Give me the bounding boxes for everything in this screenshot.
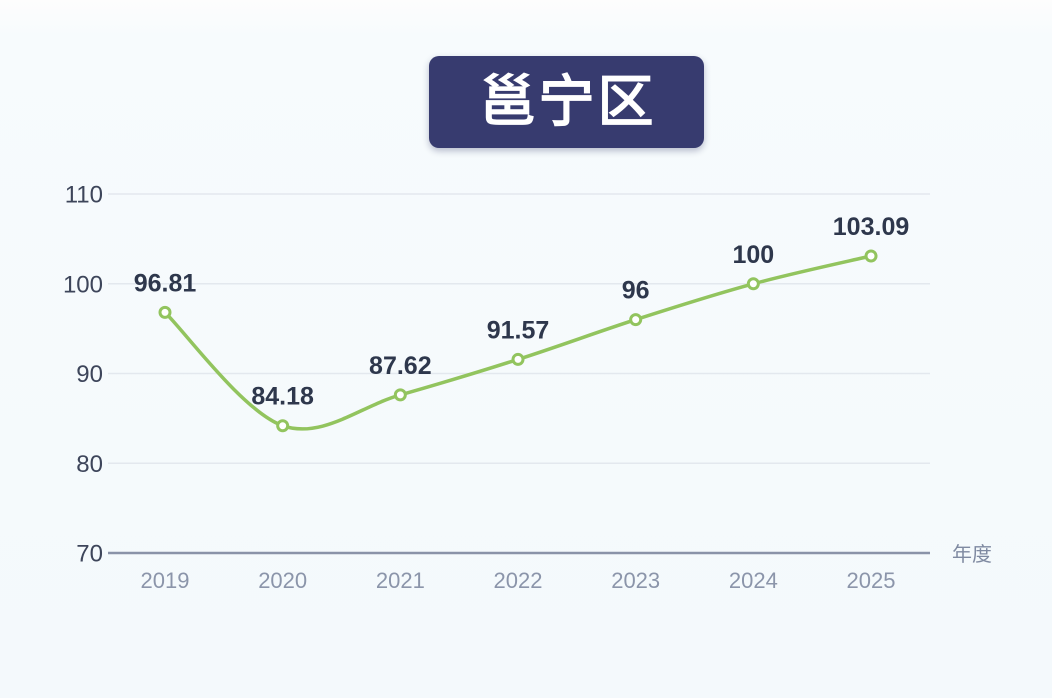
- x-tick-label: 2025: [847, 568, 896, 593]
- data-point-marker[interactable]: [158, 305, 172, 319]
- data-point-marker[interactable]: [276, 419, 290, 433]
- x-tick-label: 2020: [258, 568, 307, 593]
- y-tick-label: 70: [76, 541, 103, 568]
- district-title-badge: 邕宁区: [429, 56, 704, 148]
- data-point-label: 96.81: [134, 269, 197, 297]
- data-point-label: 100: [732, 241, 774, 269]
- data-point-marker[interactable]: [393, 388, 407, 402]
- data-point-marker[interactable]: [864, 249, 878, 263]
- y-tick-label: 110: [65, 182, 103, 209]
- y-tick-label: 100: [63, 271, 103, 298]
- data-point-marker[interactable]: [746, 277, 760, 291]
- x-tick-label: 2019: [141, 568, 190, 593]
- data-point-label: 96: [622, 277, 650, 305]
- data-point-marker[interactable]: [511, 352, 525, 366]
- x-axis-title: 年度: [952, 543, 992, 566]
- data-point-label: 84.18: [251, 383, 314, 411]
- x-tick-label: 2022: [494, 568, 543, 593]
- y-tick-label: 80: [76, 451, 103, 478]
- x-tick-label: 2023: [611, 568, 660, 593]
- x-tick-label: 2024: [729, 568, 778, 593]
- y-tick-label: 90: [76, 361, 103, 388]
- data-point-label: 87.62: [369, 352, 432, 380]
- data-point-label: 103.09: [833, 213, 909, 241]
- district-title: 邕宁区: [479, 70, 657, 133]
- data-point-label: 91.57: [487, 316, 550, 344]
- data-point-marker[interactable]: [629, 313, 643, 327]
- x-tick-label: 2021: [376, 568, 425, 593]
